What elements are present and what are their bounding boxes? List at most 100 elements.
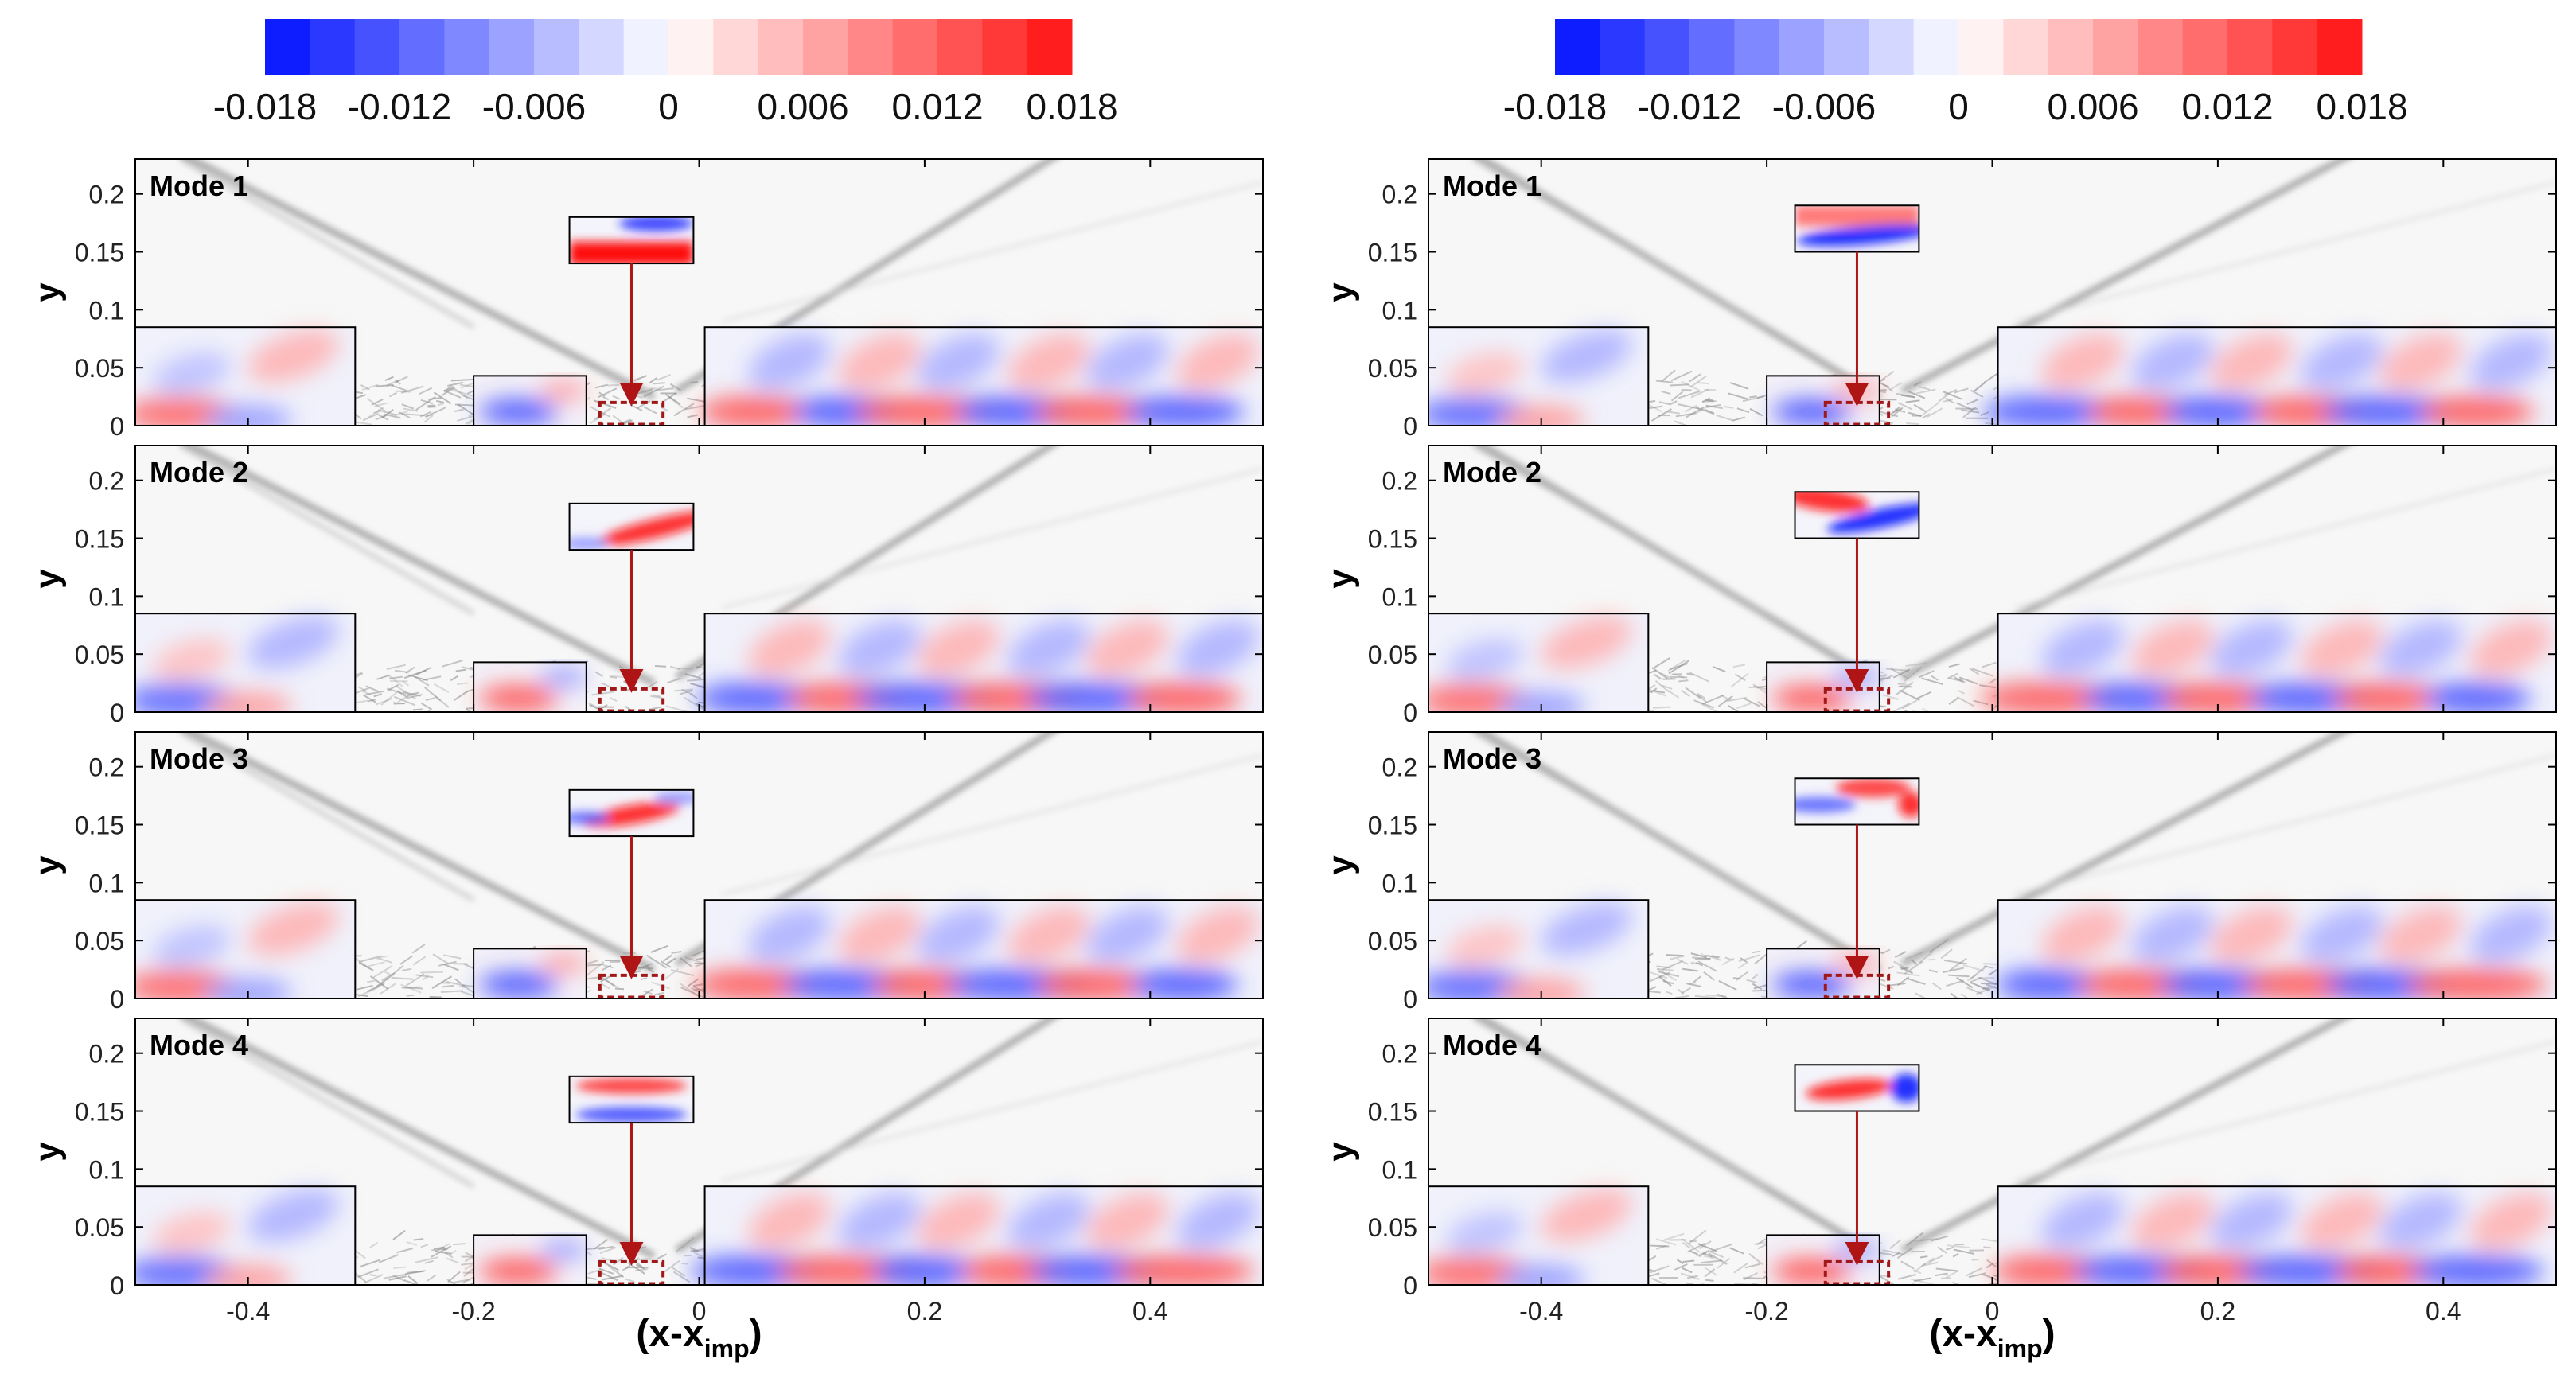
colorbar-level — [2227, 19, 2273, 75]
turbulence-streak — [1898, 683, 1907, 684]
contour-inset-right — [696, 608, 1267, 714]
contour-inset-left — [125, 319, 356, 434]
colorbar-level — [893, 19, 938, 75]
panel-col1-mode-2: Mode 200.050.10.150.2y — [28, 440, 1268, 727]
contour-blob — [1836, 778, 1911, 797]
turbulence-streak — [1672, 674, 1682, 675]
y-tick-label: 0 — [110, 699, 124, 727]
turbulence-streak — [1678, 680, 1688, 681]
colorbar-level — [355, 19, 400, 75]
contour-inset-middle — [474, 662, 587, 712]
contour-inset-left — [1418, 892, 1649, 1007]
zoom-inset — [1782, 483, 1939, 539]
contour-inset-middle — [474, 1235, 587, 1285]
colorbar-level — [1869, 19, 1914, 75]
y-tick-label: 0.05 — [1368, 354, 1417, 383]
y-tick-label: 0.2 — [89, 181, 124, 209]
y-tick-label: 0.1 — [89, 582, 124, 611]
colorbar-tick-label: 0.012 — [891, 86, 983, 127]
mode-label: Mode 1 — [150, 169, 248, 202]
colorbar-tick-label: 0.018 — [1026, 86, 1117, 127]
y-tick-label: 0.15 — [75, 239, 124, 267]
y-tick-label: 0.1 — [1382, 296, 1417, 325]
turbulence-streak — [407, 995, 415, 996]
colorbar-level — [2317, 19, 2363, 75]
turbulence-streak — [607, 385, 619, 386]
zoom-inset — [570, 216, 694, 265]
contour-blob — [1890, 1073, 1922, 1102]
contour-blob — [540, 1240, 587, 1259]
zoom-inset — [570, 1076, 694, 1123]
colorbar-level — [2183, 19, 2228, 75]
y-tick-label: 0.15 — [1368, 239, 1417, 267]
turbulence-streak — [615, 989, 624, 990]
contour-inset-middle — [1767, 948, 1880, 999]
colorbar-level — [1027, 19, 1073, 75]
y-tick-label: 0.15 — [1368, 525, 1417, 554]
x-axis-label: (x-ximp) — [636, 1313, 762, 1363]
panel-content — [125, 726, 1268, 1011]
zoom-inset — [1795, 1065, 1923, 1111]
turbulence-streak — [691, 382, 698, 383]
x-tick-label: -0.2 — [452, 1297, 496, 1326]
turbulence-streak — [1666, 955, 1683, 956]
colorbar-level — [2093, 19, 2138, 75]
y-tick-label: 0.2 — [1382, 753, 1417, 782]
y-tick-label: 0 — [1403, 699, 1417, 727]
turbulence-streak — [1705, 399, 1713, 400]
turbulence-streak — [1705, 1280, 1713, 1281]
x-tick-label: -0.2 — [1745, 1297, 1789, 1326]
colorbar-level — [399, 19, 445, 75]
zoom-inset-field — [570, 216, 694, 265]
y-axis-label: y — [1321, 282, 1360, 302]
turbulence-streak — [488, 998, 506, 1011]
y-tick-label: 0 — [110, 1271, 124, 1300]
x-tick-label: 0.4 — [1132, 1297, 1167, 1326]
contour-blob — [1127, 683, 1241, 714]
turbulence-streak — [664, 1285, 679, 1292]
colorbar-level — [1958, 19, 2004, 75]
turbulence-streak — [414, 1239, 424, 1240]
colorbar-level — [848, 19, 893, 75]
y-axis-label: y — [1321, 855, 1360, 875]
turbulence-streak — [1982, 988, 1989, 989]
y-tick-label: 0 — [110, 985, 124, 1014]
contour-inset-left — [125, 892, 356, 1007]
colorbar-level — [1555, 19, 1600, 75]
contour-inset-right — [1982, 321, 2560, 427]
contour-inset-right — [1993, 1181, 2561, 1287]
colorbar-level — [1914, 19, 1959, 75]
turbulence-streak — [1670, 677, 1687, 678]
turbulence-streak — [393, 1267, 405, 1268]
colorbar-level — [937, 19, 983, 75]
y-tick-label: 0.15 — [1368, 812, 1417, 840]
colorbar-tick-label: -0.006 — [1772, 86, 1876, 127]
colorbar-level — [1645, 19, 1690, 75]
colorbar-level — [2138, 19, 2183, 75]
colorbar-level — [624, 19, 669, 75]
turbulence-streak — [1972, 1259, 1979, 1260]
panel-col2-mode-3: Mode 300.050.10.150.2y — [1321, 726, 2561, 1014]
contour-inset-right — [1979, 608, 2561, 714]
colorbar-level — [713, 19, 758, 75]
turbulence-streak — [1743, 1278, 1763, 1279]
y-tick-label: 0.2 — [89, 753, 124, 782]
y-tick-label: 0.1 — [1382, 582, 1417, 611]
colorbar-level — [489, 19, 535, 75]
colorbar-level — [1824, 19, 1869, 75]
colorbar-level — [982, 19, 1027, 75]
y-tick-label: 0.15 — [75, 525, 124, 554]
x-tick-label: -0.4 — [226, 1297, 270, 1326]
y-axis-label: y — [1321, 1142, 1360, 1162]
turbulence-streak — [530, 1285, 548, 1298]
colorbar-tick-label: -0.018 — [213, 86, 317, 127]
turbulence-streak — [1749, 396, 1756, 397]
colorbar-level — [534, 19, 579, 75]
x-axis-label-sub: imp — [1997, 1334, 2043, 1363]
turbulence-streak — [420, 972, 443, 973]
y-axis-label: y — [28, 855, 67, 875]
turbulence-streak — [1900, 685, 1908, 686]
colorbar-level — [2272, 19, 2317, 75]
y-axis-label: y — [28, 569, 67, 589]
